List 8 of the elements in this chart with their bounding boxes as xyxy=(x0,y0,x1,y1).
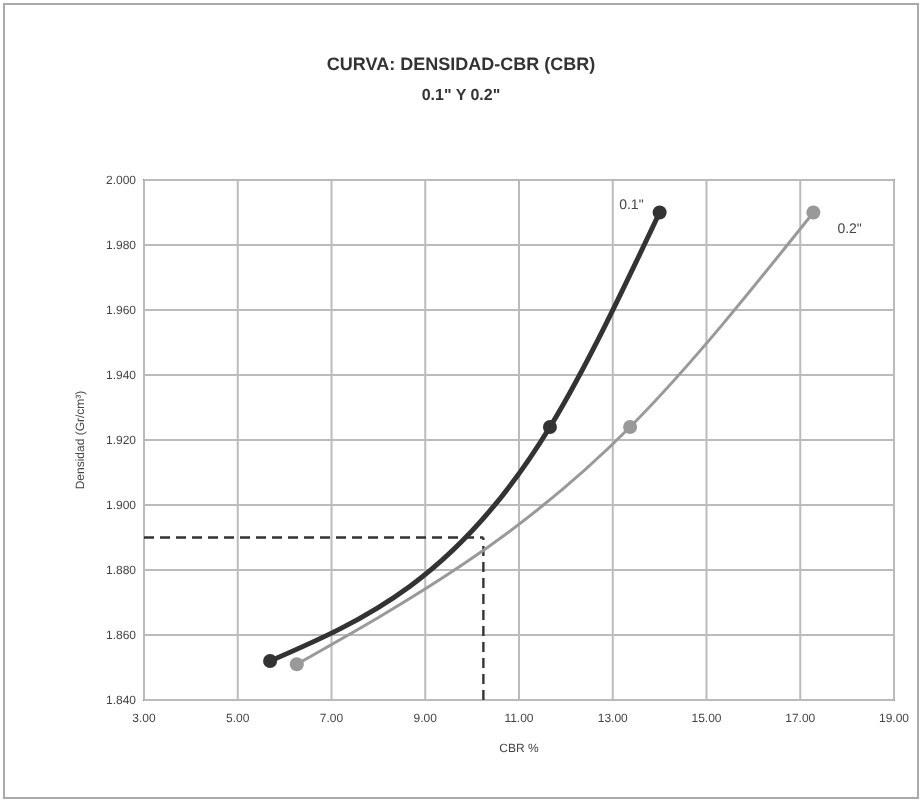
point xyxy=(806,205,821,220)
point xyxy=(623,420,638,434)
chart-title: CURVA: DENSIDAD-CBR (CBR) xyxy=(326,54,596,74)
point xyxy=(289,657,304,672)
point xyxy=(263,654,278,668)
point xyxy=(542,420,557,434)
chart-subtitle: 0.1" Y 0.2" xyxy=(421,86,501,104)
point xyxy=(652,205,667,220)
